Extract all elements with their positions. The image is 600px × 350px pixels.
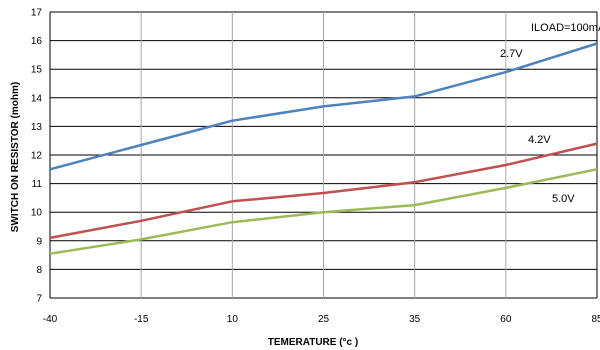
y-tick-label: 13 bbox=[31, 122, 43, 133]
series-label: 2.7V bbox=[500, 48, 523, 60]
load-annotation: ILOAD=100mA bbox=[531, 22, 600, 34]
x-tick-label: 60 bbox=[500, 314, 512, 325]
y-axis-title: SWITCH ON RESISTOR (mohm) bbox=[10, 82, 21, 232]
series-label: 4.2V bbox=[528, 134, 551, 146]
series-line bbox=[49, 42, 598, 171]
grid bbox=[49, 11, 598, 299]
x-axis-title: TEMERATURE (°c ) bbox=[268, 337, 358, 348]
x-tick-label: -40 bbox=[43, 314, 58, 325]
y-tick-label: 9 bbox=[36, 236, 42, 247]
y-tick-label: 7 bbox=[36, 294, 42, 305]
y-tick-label: 12 bbox=[31, 151, 43, 162]
x-tick-label: 35 bbox=[409, 314, 421, 325]
y-tick-label: 8 bbox=[36, 265, 42, 276]
x-tick-label: 10 bbox=[227, 314, 239, 325]
x-tick-labels: -40 -15 10 25 35 60 85 bbox=[43, 314, 600, 325]
y-tick-label: 11 bbox=[32, 179, 43, 190]
series-labels: 2.7V 4.2V 5.0V bbox=[500, 48, 575, 205]
y-tick-label: 15 bbox=[31, 65, 43, 76]
y-tick-labels: 7 8 9 10 11 12 13 14 15 16 17 bbox=[31, 8, 43, 305]
series-line bbox=[49, 168, 598, 255]
y-tick-label: 17 bbox=[31, 8, 43, 19]
x-tick-label: 85 bbox=[591, 314, 600, 325]
series-label: 5.0V bbox=[552, 193, 575, 205]
x-tick-label: -15 bbox=[134, 314, 149, 325]
y-tick-label: 16 bbox=[31, 36, 43, 47]
y-tick-label: 14 bbox=[31, 93, 43, 104]
series-lines bbox=[49, 42, 598, 255]
series-line bbox=[49, 142, 598, 240]
y-tick-label: 10 bbox=[31, 208, 43, 219]
x-tick-label: 25 bbox=[318, 314, 330, 325]
